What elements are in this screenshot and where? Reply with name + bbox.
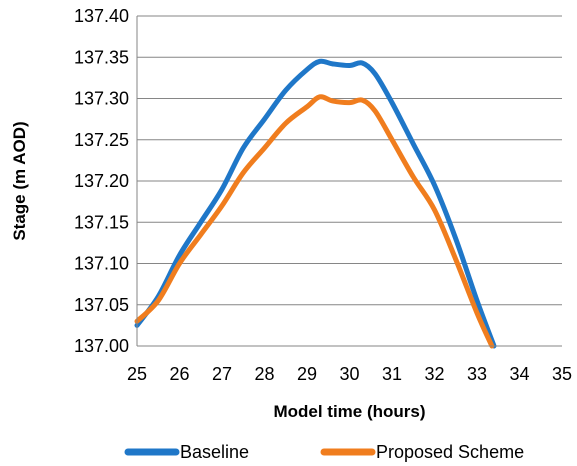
y-tick-label: 137.25	[74, 130, 129, 150]
x-tick-label: 33	[467, 364, 487, 384]
x-tick-label: 26	[169, 364, 189, 384]
y-tick-label: 137.15	[74, 212, 129, 232]
y-tick-label: 137.20	[74, 171, 129, 191]
x-tick-labels: 25 26 27 28 29 30 31 32 33 34 35	[127, 364, 572, 384]
y-tick-label: 137.40	[74, 6, 129, 26]
x-tick-label: 29	[297, 364, 317, 384]
x-tick-label: 27	[212, 364, 232, 384]
legend: Baseline Proposed Scheme	[124, 442, 524, 462]
x-axis-title: Model time (hours)	[273, 402, 425, 421]
series-line-proposed-scheme	[134, 94, 495, 349]
x-tick-label: 25	[127, 364, 147, 384]
x-tick-label: 31	[382, 364, 402, 384]
y-tick-label: 137.00	[74, 336, 129, 356]
x-tick-label: 32	[424, 364, 444, 384]
x-tick-label: 28	[254, 364, 274, 384]
x-tick-label: 35	[552, 364, 572, 384]
axes	[136, 16, 562, 347]
x-tick-label: 34	[509, 364, 529, 384]
y-tick-label: 137.35	[74, 47, 129, 67]
y-tick-labels: 137.00 137.05 137.10 137.15 137.20 137.25 137.…	[74, 6, 129, 356]
series-line-baseline	[134, 58, 497, 349]
gridlines	[137, 15, 562, 306]
y-tick-label: 137.30	[74, 89, 129, 109]
y-tick-label: 137.05	[74, 295, 129, 315]
y-tick-label: 137.10	[74, 254, 129, 274]
series-lines	[134, 58, 497, 349]
y-axis-title: Stage (m AOD)	[10, 121, 29, 240]
legend-label-baseline: Baseline	[180, 442, 249, 462]
legend-label-proposed-scheme: Proposed Scheme	[376, 442, 524, 462]
x-tick-label: 30	[339, 364, 359, 384]
